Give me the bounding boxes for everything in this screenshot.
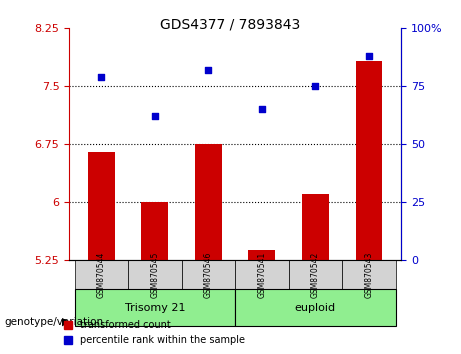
Text: GSM870544: GSM870544 <box>97 251 106 298</box>
Text: GSM870543: GSM870543 <box>365 251 373 298</box>
Bar <box>302 194 329 259</box>
FancyBboxPatch shape <box>289 259 342 289</box>
Text: GSM870546: GSM870546 <box>204 251 213 298</box>
Point <box>365 53 372 59</box>
Text: euploid: euploid <box>295 303 336 313</box>
Bar <box>195 144 222 259</box>
Text: GSM870542: GSM870542 <box>311 251 320 298</box>
Text: GDS4377 / 7893843: GDS4377 / 7893843 <box>160 18 301 32</box>
FancyBboxPatch shape <box>75 289 235 326</box>
Point <box>205 67 212 73</box>
Text: genotype/variation: genotype/variation <box>5 317 104 327</box>
Text: GSM870545: GSM870545 <box>150 251 160 298</box>
Bar <box>88 152 115 259</box>
FancyBboxPatch shape <box>342 259 396 289</box>
Bar <box>142 202 168 259</box>
Point <box>312 83 319 89</box>
FancyBboxPatch shape <box>235 289 396 326</box>
FancyBboxPatch shape <box>128 259 182 289</box>
Text: GSM870541: GSM870541 <box>257 251 266 298</box>
Legend: transformed count, percentile rank within the sample: transformed count, percentile rank withi… <box>60 316 248 349</box>
Point <box>258 107 266 112</box>
Bar <box>248 250 275 259</box>
Point <box>151 113 159 119</box>
FancyBboxPatch shape <box>235 259 289 289</box>
Point <box>98 74 105 80</box>
Text: ▶: ▶ <box>62 317 71 327</box>
FancyBboxPatch shape <box>182 259 235 289</box>
Text: Trisomy 21: Trisomy 21 <box>124 303 185 313</box>
FancyBboxPatch shape <box>75 259 128 289</box>
Bar <box>355 62 382 259</box>
